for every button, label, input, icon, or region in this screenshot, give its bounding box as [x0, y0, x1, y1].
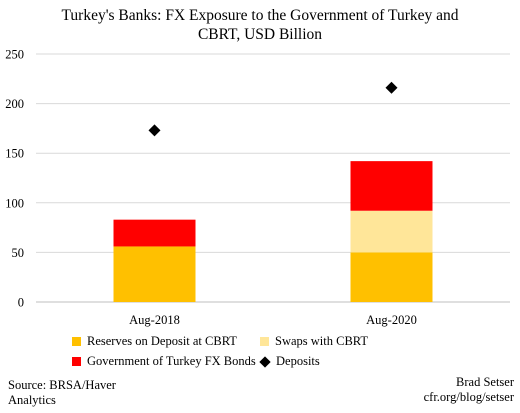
- bar-segment: [350, 252, 433, 302]
- legend-item-reserves: Reserves on Deposit at CBRT: [72, 334, 237, 349]
- bar-segment: [350, 161, 433, 211]
- legend-swatch-bonds: [72, 357, 81, 366]
- legend-swatch-reserves: [72, 337, 81, 346]
- y-tick-label: 150: [5, 147, 24, 161]
- y-axis-ticks: 0 50 100 150 200 250: [5, 48, 24, 310]
- chart-title-line-2: CBRT, USD Billion: [197, 26, 323, 43]
- legend-label-swaps: Swaps with CBRT: [275, 334, 369, 348]
- legend-label-reserves: Reserves on Deposit at CBRT: [87, 334, 237, 348]
- chart-title: Turkey's Banks: FX Exposure to the Gover…: [0, 6, 520, 44]
- x-tick-label: Aug-2020: [366, 313, 417, 327]
- author-url: cfr.org/blog/setser: [423, 390, 514, 404]
- author-name: Brad Setser: [456, 375, 514, 389]
- deposit-marker: [148, 124, 161, 137]
- source-line-2: Analytics: [8, 393, 56, 407]
- author-credit: Brad Setser cfr.org/blog/setser: [424, 375, 514, 405]
- legend-item-deposits: Deposits: [259, 354, 320, 369]
- chart-title-line-1: Turkey's Banks: FX Exposure to the Gover…: [61, 7, 459, 24]
- y-tick-label: 200: [5, 97, 24, 111]
- legend-label-deposits: Deposits: [276, 354, 320, 368]
- bar-segment: [113, 219, 196, 247]
- legend-item-swaps: Swaps with CBRT: [260, 334, 368, 349]
- x-axis-ticks: Aug-2018 Aug-2020: [129, 313, 417, 327]
- y-tick-label: 0: [18, 296, 24, 310]
- source-line-1: Source: BRSA/Haver: [8, 378, 116, 392]
- y-tick-label: 100: [5, 196, 24, 210]
- source-note: Source: BRSA/Haver Analytics: [8, 378, 116, 408]
- x-tick-label: Aug-2018: [129, 313, 180, 327]
- legend-swatch-swaps: [260, 337, 269, 346]
- deposit-markers: [148, 81, 398, 137]
- bar-segment: [350, 210, 433, 253]
- deposit-marker: [385, 81, 398, 94]
- gridlines: [36, 53, 510, 303]
- legend-item-bonds: Government of Turkey FX Bonds: [72, 354, 256, 369]
- bar-segment: [113, 246, 196, 302]
- y-tick-label: 50: [12, 246, 25, 260]
- bars: [113, 161, 433, 302]
- legend-label-bonds: Government of Turkey FX Bonds: [87, 354, 256, 368]
- y-tick-label: 250: [5, 48, 24, 62]
- legend-diamond-icon: [259, 355, 271, 368]
